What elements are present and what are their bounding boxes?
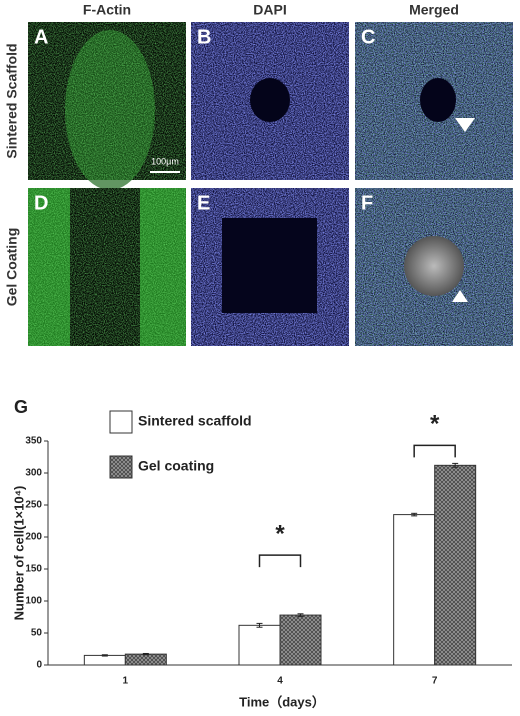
- x-tick-label: 1: [123, 676, 129, 687]
- panel-label: E: [197, 192, 210, 214]
- bar: [393, 514, 436, 666]
- column-header: Merged: [409, 2, 459, 18]
- panel-label: A: [34, 26, 48, 48]
- arrowhead: [455, 118, 475, 132]
- row-label: Gel Coating: [4, 228, 20, 307]
- pore: [420, 78, 456, 122]
- y-tick-label: 150: [25, 564, 42, 575]
- y-tick-label: 100: [25, 596, 42, 607]
- significance-bracket: [258, 554, 302, 568]
- row-label: Sintered Scaffold: [4, 43, 20, 158]
- y-tick-label: 350: [25, 436, 42, 447]
- panel-label: D: [34, 192, 48, 214]
- y-tick-label: 250: [25, 500, 42, 511]
- bar: [434, 464, 477, 666]
- column-header: F-Actin: [83, 2, 131, 18]
- panel-label: B: [197, 26, 211, 48]
- y-tick-label: 0: [36, 660, 42, 671]
- legend-swatch: [109, 455, 133, 479]
- y-axis-label: Number of cell(1×10⁴): [11, 486, 26, 621]
- panel-label: F: [361, 192, 373, 214]
- legend-label: Sintered scaffold: [138, 413, 252, 429]
- significance-mark: *: [275, 520, 285, 547]
- legend-swatch: [109, 410, 133, 434]
- micrographs: F-Actin DAPI Merged Sintered Scaffold Ge…: [4, 2, 513, 346]
- x-axis-label: Time（days）: [239, 694, 325, 709]
- bar: [279, 614, 322, 666]
- x-tick-label: 4: [277, 676, 283, 687]
- bar: [238, 624, 281, 666]
- arrowhead: [452, 290, 468, 302]
- panel-label: C: [361, 26, 375, 48]
- pore: [404, 236, 464, 296]
- texture: [28, 188, 186, 346]
- column-header: DAPI: [253, 2, 286, 18]
- bar: [83, 654, 126, 666]
- y-tick-label: 200: [25, 532, 42, 543]
- legend-label: Gel coating: [138, 458, 214, 474]
- bar: [124, 653, 167, 666]
- scale-bar-label: 100μm: [151, 156, 179, 166]
- pore: [222, 218, 317, 313]
- pore: [250, 78, 290, 122]
- y-tick-label: 50: [31, 628, 43, 639]
- panel-label: G: [14, 397, 28, 417]
- y-tick-label: 300: [25, 468, 42, 479]
- significance-mark: *: [430, 411, 440, 438]
- x-tick-label: 7: [432, 676, 438, 687]
- significance-bracket: [413, 444, 456, 458]
- texture: [28, 22, 186, 180]
